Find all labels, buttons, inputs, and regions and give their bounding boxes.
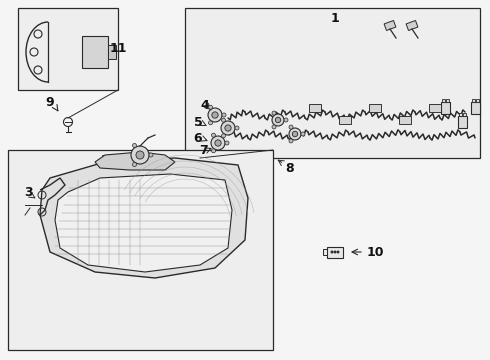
Text: 2: 2 — [100, 153, 109, 166]
Circle shape — [212, 112, 218, 118]
Circle shape — [331, 251, 333, 253]
Bar — [384, 21, 396, 31]
Bar — [441, 102, 449, 114]
Text: 11: 11 — [109, 41, 127, 54]
Bar — [185, 8, 480, 158]
Circle shape — [289, 125, 293, 129]
Circle shape — [289, 128, 301, 140]
Circle shape — [212, 149, 216, 153]
Circle shape — [221, 118, 225, 122]
Circle shape — [225, 141, 229, 145]
Bar — [471, 99, 474, 102]
Bar — [475, 99, 479, 102]
Circle shape — [132, 144, 137, 148]
Circle shape — [149, 153, 153, 157]
Circle shape — [272, 111, 276, 115]
Text: 9: 9 — [46, 95, 54, 108]
Bar — [8, 150, 273, 350]
Bar — [463, 113, 466, 116]
Bar — [445, 99, 448, 102]
Circle shape — [215, 140, 221, 146]
Circle shape — [208, 108, 222, 122]
Circle shape — [211, 136, 225, 150]
Text: 1: 1 — [331, 12, 340, 24]
Circle shape — [209, 121, 213, 125]
Bar — [470, 102, 480, 114]
Circle shape — [272, 125, 276, 129]
Circle shape — [272, 114, 284, 126]
Polygon shape — [95, 152, 175, 170]
Circle shape — [136, 151, 144, 159]
Circle shape — [334, 251, 336, 253]
Text: 3: 3 — [24, 185, 32, 198]
Text: 7: 7 — [198, 144, 207, 157]
Bar — [458, 116, 466, 128]
Bar — [18, 8, 118, 90]
Circle shape — [284, 118, 288, 122]
Circle shape — [235, 126, 239, 130]
Bar — [441, 99, 444, 102]
Circle shape — [209, 105, 213, 109]
Text: 5: 5 — [194, 116, 202, 129]
Bar — [369, 104, 381, 112]
Bar — [323, 249, 327, 255]
Circle shape — [131, 146, 149, 164]
Bar — [399, 116, 411, 124]
Bar — [339, 116, 351, 124]
Polygon shape — [55, 174, 232, 272]
Circle shape — [293, 131, 298, 137]
Circle shape — [221, 134, 225, 138]
Circle shape — [225, 125, 231, 131]
Polygon shape — [40, 158, 248, 278]
Circle shape — [132, 162, 137, 167]
Circle shape — [337, 251, 339, 253]
Circle shape — [301, 132, 305, 136]
Circle shape — [289, 139, 293, 143]
Bar — [82, 36, 108, 68]
Bar — [406, 21, 418, 31]
Circle shape — [221, 121, 235, 135]
Text: 8: 8 — [286, 162, 294, 175]
Bar — [459, 113, 462, 116]
Bar — [309, 104, 321, 112]
Text: 6: 6 — [194, 131, 202, 144]
Circle shape — [222, 113, 226, 117]
Text: 4: 4 — [200, 99, 209, 112]
Bar — [327, 247, 343, 257]
Circle shape — [275, 117, 281, 123]
Circle shape — [212, 133, 216, 137]
Bar — [429, 104, 441, 112]
Text: 10: 10 — [366, 246, 384, 258]
Bar — [108, 45, 116, 59]
